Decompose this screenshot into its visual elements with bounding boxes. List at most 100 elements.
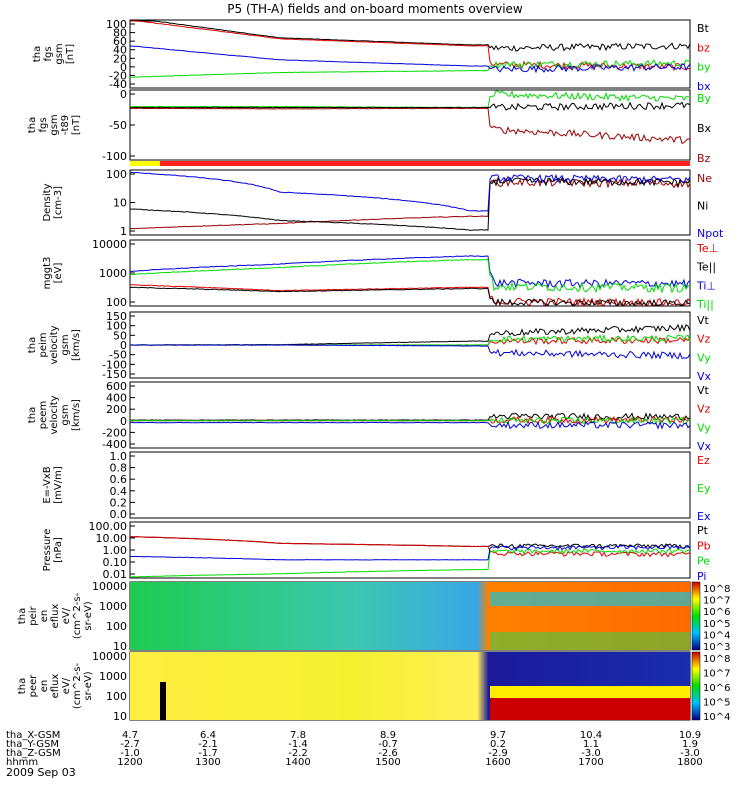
- legend-entry: By: [697, 92, 712, 105]
- y-axis-label-line: peer: [28, 674, 39, 698]
- panel-4: 10000 1000 100 mggt3 [eV] Te⊥ Te|| Ti⊥ Ti||: [42, 238, 718, 311]
- panel-frame: [129, 239, 691, 307]
- y-axis-label-line: tha: [17, 608, 28, 624]
- y-axis-label: E=-VxB [mV/m]: [42, 466, 64, 504]
- colorbar-tick-label: 10^7: [703, 596, 730, 607]
- y-axis-label: mggt3 [eV]: [42, 257, 64, 290]
- y-axis-label-line: [cm-3]: [53, 186, 64, 219]
- series-line-2: [129, 536, 691, 558]
- series-line-4: [129, 420, 691, 430]
- series-line-3: [129, 59, 691, 78]
- legend-entry: Vx: [697, 370, 712, 383]
- y-tick-label: 10: [113, 710, 127, 723]
- y-axis-label-line: peir: [28, 605, 39, 625]
- y-axis-label-line: [nT]: [71, 115, 82, 135]
- spectrogram-band: [490, 632, 690, 650]
- x-tick-label: 1600: [485, 757, 510, 768]
- x-tick-label: 1300: [195, 757, 220, 768]
- y-axis-label-line: Density: [42, 183, 53, 221]
- y-tick-label: 0.4: [110, 485, 128, 498]
- y-tick-label: 0: [120, 88, 127, 101]
- panel-frame: [129, 89, 691, 161]
- panel-frame: [129, 521, 691, 579]
- colorbar-tick-label: 10^8: [703, 584, 730, 595]
- y-axis-label-line: [km/s]: [71, 399, 82, 431]
- x-tick-label: -3.0: [680, 748, 700, 759]
- y-tick-label: 10: [113, 197, 127, 210]
- y-tick-label: 0: [120, 339, 127, 352]
- panel-3: 100 10 1 Density [cm-3] Ne Ni Npot: [42, 168, 724, 240]
- legend-entry: Npot: [697, 227, 724, 240]
- legend-entry: Ni: [697, 200, 708, 213]
- y-tick-label: 10.00: [96, 532, 128, 545]
- quality-flag-bar: [130, 161, 690, 166]
- y-axis-label-line: (cm^2-s-: [72, 662, 83, 709]
- y-axis-label-line: tha: [27, 117, 38, 133]
- series-line-2: [130, 20, 691, 72]
- y-tick-label: 0: [120, 415, 127, 428]
- y-tick-label: 1.00: [103, 544, 128, 557]
- y-tick-label: 10000: [92, 580, 127, 593]
- y-tick-label: 100: [106, 18, 127, 31]
- y-tick-label: 100.00: [89, 520, 128, 533]
- y-tick-label: -400: [102, 438, 127, 451]
- x-tick-label: 9.7: [490, 730, 506, 741]
- x-tick-label: -2.9: [488, 748, 508, 759]
- y-tick-label: -20: [109, 69, 127, 82]
- y-tick-label: -40: [109, 78, 127, 91]
- x-row-label: tha_Z-GSM: [6, 748, 61, 759]
- legend-entry: Pt: [697, 524, 709, 537]
- colorbar-tick-label: 10^5: [703, 619, 730, 630]
- y-axis-label-line: gsm: [49, 114, 60, 135]
- legend-entry: bz: [697, 41, 710, 54]
- date-label: 2009 Sep 03: [6, 766, 76, 779]
- y-tick-label: 0.8: [110, 462, 128, 475]
- series-line-3: [129, 107, 691, 145]
- colorbar-tick-label: 10^4: [703, 630, 730, 641]
- legend-entry: Ez: [697, 454, 710, 467]
- legend-entry: Pi: [697, 570, 706, 583]
- x-tick-label: 1700: [578, 757, 603, 768]
- panel-frame: [129, 451, 691, 519]
- colorbar-tick-label: 10^6: [703, 607, 730, 618]
- x-tick-label: -2.7: [120, 739, 140, 750]
- legend-entry: Ti⊥: [696, 279, 716, 292]
- y-tick-label: 150: [106, 310, 127, 323]
- panel-frame: [129, 381, 691, 449]
- series-line-1: [130, 20, 691, 52]
- y-axis-label-line: [eV]: [53, 263, 64, 284]
- series-line-2: [129, 286, 691, 307]
- x-tick-label: 1800: [677, 757, 702, 768]
- y-axis-label-line: tha: [27, 337, 38, 353]
- series-line-3: [129, 255, 691, 290]
- colorbar-tick-label: 10^7: [703, 669, 730, 680]
- y-tick-label: 100: [106, 620, 127, 633]
- x-tick-label: -1.7: [198, 748, 218, 759]
- series-line-4: [129, 45, 691, 74]
- series-line-1: [129, 178, 691, 230]
- y-axis-label-line: en: [39, 610, 50, 623]
- y-axis-label-line: (cm^2-s-: [72, 592, 83, 639]
- legend-entry: Vx: [697, 440, 712, 453]
- y-tick-label: -100: [102, 358, 127, 371]
- legend-entry: Vy: [697, 351, 711, 364]
- legend-entry: Bt: [697, 22, 710, 35]
- y-tick-label: 1: [120, 225, 127, 238]
- x-tick-label: -2.1: [198, 739, 218, 750]
- colorbar-tick-label: 10^6: [703, 683, 730, 694]
- legend-entry: Ey: [697, 482, 711, 495]
- legend-entry: Vt: [697, 314, 710, 327]
- x-tick-label: 10.9: [679, 730, 701, 741]
- y-axis-label-line: fgs: [38, 117, 49, 132]
- x-tick-label: -2.2: [288, 748, 308, 759]
- spectrogram-band: [490, 698, 690, 720]
- spectrogram-gap: [160, 682, 166, 720]
- y-tick-label: -100: [102, 150, 127, 163]
- y-tick-label: -150: [102, 368, 127, 381]
- legend-entry: Bx: [697, 122, 712, 135]
- y-tick-label: 1000: [99, 600, 127, 613]
- y-tick-label: 1000: [99, 670, 127, 683]
